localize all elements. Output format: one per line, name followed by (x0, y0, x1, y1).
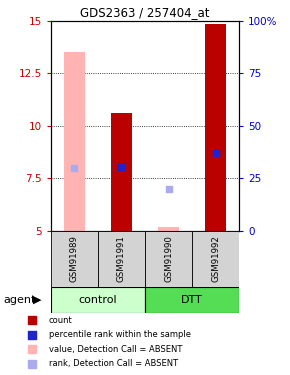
Point (30, 332, 35, 338)
Text: GSM91990: GSM91990 (164, 236, 173, 282)
Bar (192, 231, 239, 287)
Point (30, 317, 35, 323)
Text: control: control (79, 295, 117, 305)
Text: ▶: ▶ (33, 295, 42, 305)
Bar (145, 231, 192, 287)
Bar (205, 24, 226, 231)
Point (166, 186, 171, 192)
Bar (51, 287, 145, 313)
Point (213, 150, 218, 156)
Bar (51, 231, 98, 287)
Text: GSM91989: GSM91989 (70, 236, 79, 282)
Bar (98, 231, 145, 287)
Text: DTT: DTT (181, 295, 203, 305)
Text: count: count (49, 316, 72, 325)
Point (72, 165, 77, 171)
Text: value, Detection Call = ABSENT: value, Detection Call = ABSENT (49, 345, 182, 354)
Title: GDS2363 / 257404_at: GDS2363 / 257404_at (80, 6, 210, 20)
Text: GSM91992: GSM91992 (211, 236, 220, 282)
Text: agent: agent (3, 295, 35, 305)
Text: rank, Detection Call = ABSENT: rank, Detection Call = ABSENT (49, 360, 178, 369)
Text: percentile rank within the sample: percentile rank within the sample (49, 330, 191, 339)
Point (30, 361, 35, 367)
Bar (145, 287, 239, 313)
Point (30, 346, 35, 352)
Point (119, 164, 124, 170)
Text: GSM91991: GSM91991 (117, 236, 126, 282)
Bar (64, 52, 85, 231)
Bar (158, 227, 179, 231)
Bar (111, 112, 132, 231)
